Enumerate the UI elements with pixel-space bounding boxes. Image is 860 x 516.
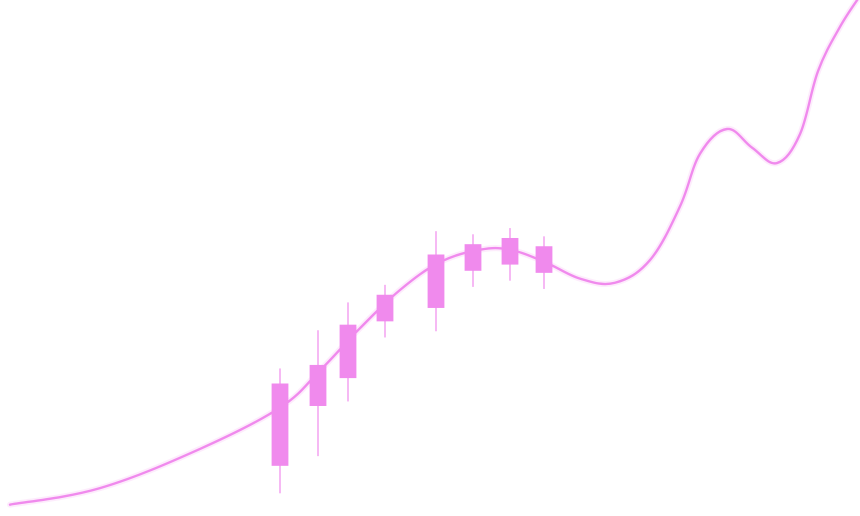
candle-body	[535, 246, 553, 273]
candle-body	[501, 237, 519, 265]
candle-body	[376, 294, 394, 322]
candle-body	[271, 383, 289, 466]
candle	[464, 234, 482, 287]
candle-body	[339, 324, 357, 379]
candle	[535, 236, 553, 289]
candle-body	[464, 244, 482, 271]
candle	[427, 231, 445, 332]
candle	[271, 368, 289, 494]
candle	[501, 228, 519, 281]
candles-layer	[271, 228, 553, 494]
candle	[309, 330, 327, 457]
candle	[339, 302, 357, 402]
candle-body	[427, 254, 445, 308]
candle	[376, 284, 394, 338]
candle-body	[309, 364, 327, 406]
